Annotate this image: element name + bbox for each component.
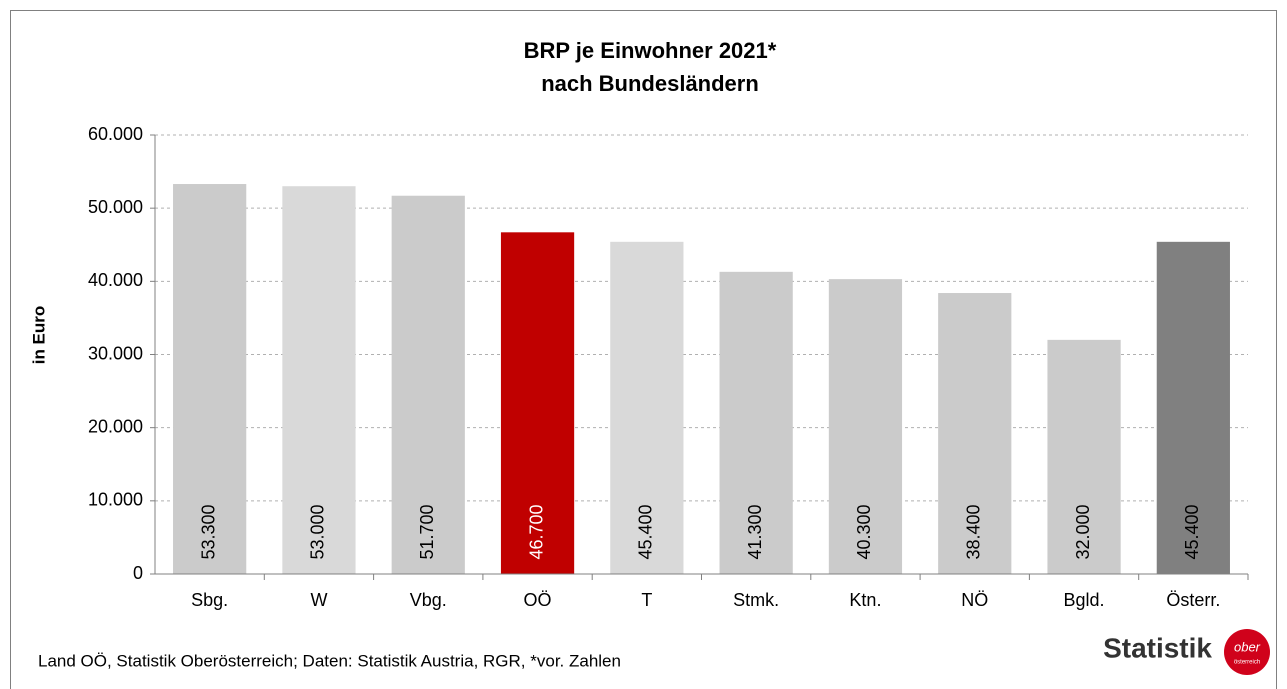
logo-badge-text: ober xyxy=(1234,639,1261,654)
frame xyxy=(10,10,1277,689)
x-tick-label: W xyxy=(310,590,327,610)
x-tick-label: Vbg. xyxy=(410,590,447,610)
data-label: 32.000 xyxy=(1073,504,1093,559)
data-label: 53.000 xyxy=(308,504,328,559)
logo-text: Statistik xyxy=(1103,632,1212,663)
x-tick-label: NÖ xyxy=(961,590,988,610)
chart-subtitle: nach Bundesländern xyxy=(541,71,759,96)
x-tick-label: Ktn. xyxy=(849,590,881,610)
bar xyxy=(1047,339,1121,574)
bar xyxy=(500,232,575,575)
data-label: 46.700 xyxy=(526,504,546,559)
y-tick-label: 40.000 xyxy=(88,270,143,290)
bar xyxy=(610,241,684,574)
bar xyxy=(1156,241,1230,574)
bar xyxy=(828,279,903,574)
y-tick-label: 30.000 xyxy=(88,343,143,363)
data-label: 45.400 xyxy=(1182,504,1202,559)
x-tick-label: OÖ xyxy=(524,590,552,610)
data-label: 38.400 xyxy=(964,504,984,559)
x-tick-label: Sbg. xyxy=(191,590,228,610)
y-tick-label: 60.000 xyxy=(88,124,143,144)
bar xyxy=(173,184,247,574)
y-tick-label: 0 xyxy=(133,563,143,583)
logo-badge-sub: österreich xyxy=(1234,660,1260,666)
logo-badge xyxy=(1224,629,1270,675)
chart-title: BRP je Einwohner 2021* xyxy=(524,38,777,63)
y-tick-label: 20.000 xyxy=(88,416,143,436)
y-axis-label: in Euro xyxy=(29,306,48,365)
bar xyxy=(282,186,356,574)
x-tick-label: T xyxy=(641,590,652,610)
data-label: 40.300 xyxy=(854,504,874,559)
data-label: 53.300 xyxy=(198,504,218,559)
y-tick-label: 50.000 xyxy=(88,197,143,217)
x-tick-label: Österr. xyxy=(1166,590,1220,610)
x-tick-label: Stmk. xyxy=(733,590,779,610)
data-label: 41.300 xyxy=(745,504,765,559)
data-label: 51.700 xyxy=(417,504,437,559)
data-label: 45.400 xyxy=(636,504,656,559)
bar xyxy=(938,293,1012,574)
bar xyxy=(719,271,793,574)
bar xyxy=(391,195,465,574)
source-note: Land OÖ, Statistik Oberösterreich; Daten… xyxy=(38,651,621,670)
x-tick-label: Bgld. xyxy=(1064,590,1105,610)
y-tick-label: 10.000 xyxy=(88,490,143,510)
